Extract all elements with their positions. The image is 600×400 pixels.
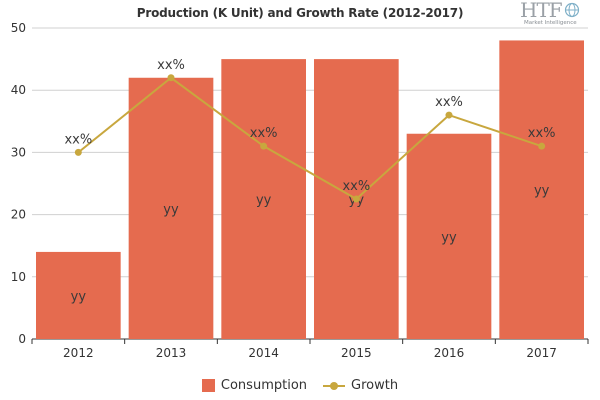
legend-swatch-consumption — [201, 379, 215, 392]
y-tick-label-2: 20 — [11, 208, 26, 222]
legend-item-consumption[interactable]: Consumption — [201, 378, 308, 393]
x-tick-label-2016: 2016 — [434, 346, 465, 360]
growth-label-2013: xx% — [157, 58, 185, 73]
growth-point-2016 — [445, 111, 453, 119]
y-tick-label-4: 40 — [11, 83, 26, 97]
bar-2017 — [499, 40, 584, 339]
x-tick-label-2015: 2015 — [341, 346, 372, 360]
bar-2012 — [36, 251, 121, 339]
bar-label-2017: yy — [534, 184, 550, 199]
bar-label-2014: yy — [256, 193, 272, 208]
growth-point-2017 — [538, 142, 546, 150]
bar-label-2016: yy — [441, 230, 457, 245]
y-tick-label-5: 50 — [11, 21, 26, 35]
growth-point-2012 — [74, 148, 82, 156]
bar-2016 — [406, 133, 492, 339]
legend-label-growth: Growth — [351, 378, 399, 393]
legend-item-growth[interactable]: Growth — [323, 378, 398, 393]
chart-title: Production (K Unit) and Growth Rate (201… — [136, 6, 464, 20]
growth-line — [77, 76, 542, 201]
logo-text: HTF — [520, 0, 563, 22]
brand-logo: HTF Market Intelligence — [520, 0, 596, 30]
growth-label-2017: xx% — [528, 126, 556, 141]
growth-point-2014 — [260, 142, 268, 150]
globe-icon — [564, 2, 580, 18]
x-tick-label-2012: 2012 — [63, 346, 94, 360]
legend: Consumption Growth — [0, 378, 600, 393]
growth-point-2013 — [167, 74, 175, 82]
growth-point-2015 — [352, 195, 360, 203]
growth-label-2014: xx% — [250, 126, 278, 141]
y-tick-label-3: 30 — [11, 145, 26, 159]
logo-subtitle: Market Intelligence — [524, 20, 577, 26]
growth-label-2016: xx% — [435, 95, 463, 110]
x-tick-label-2017: 2017 — [526, 346, 557, 360]
growth-label-2012: xx% — [64, 132, 92, 147]
bar-label-2013: yy — [163, 202, 179, 217]
x-tick-label-2013: 2013 — [156, 346, 187, 360]
growth-label-2015: xx% — [342, 179, 370, 194]
bar-2014 — [221, 59, 306, 339]
legend-label-consumption: Consumption — [220, 378, 308, 393]
y-tick-label-0: 0 — [18, 332, 26, 346]
legend-swatch-growth — [323, 379, 346, 392]
x-tick-label-2014: 2014 — [248, 346, 279, 360]
y-tick-label-1: 10 — [11, 270, 26, 284]
bar-2013 — [128, 77, 214, 339]
bar-label-2012: yy — [71, 289, 87, 304]
